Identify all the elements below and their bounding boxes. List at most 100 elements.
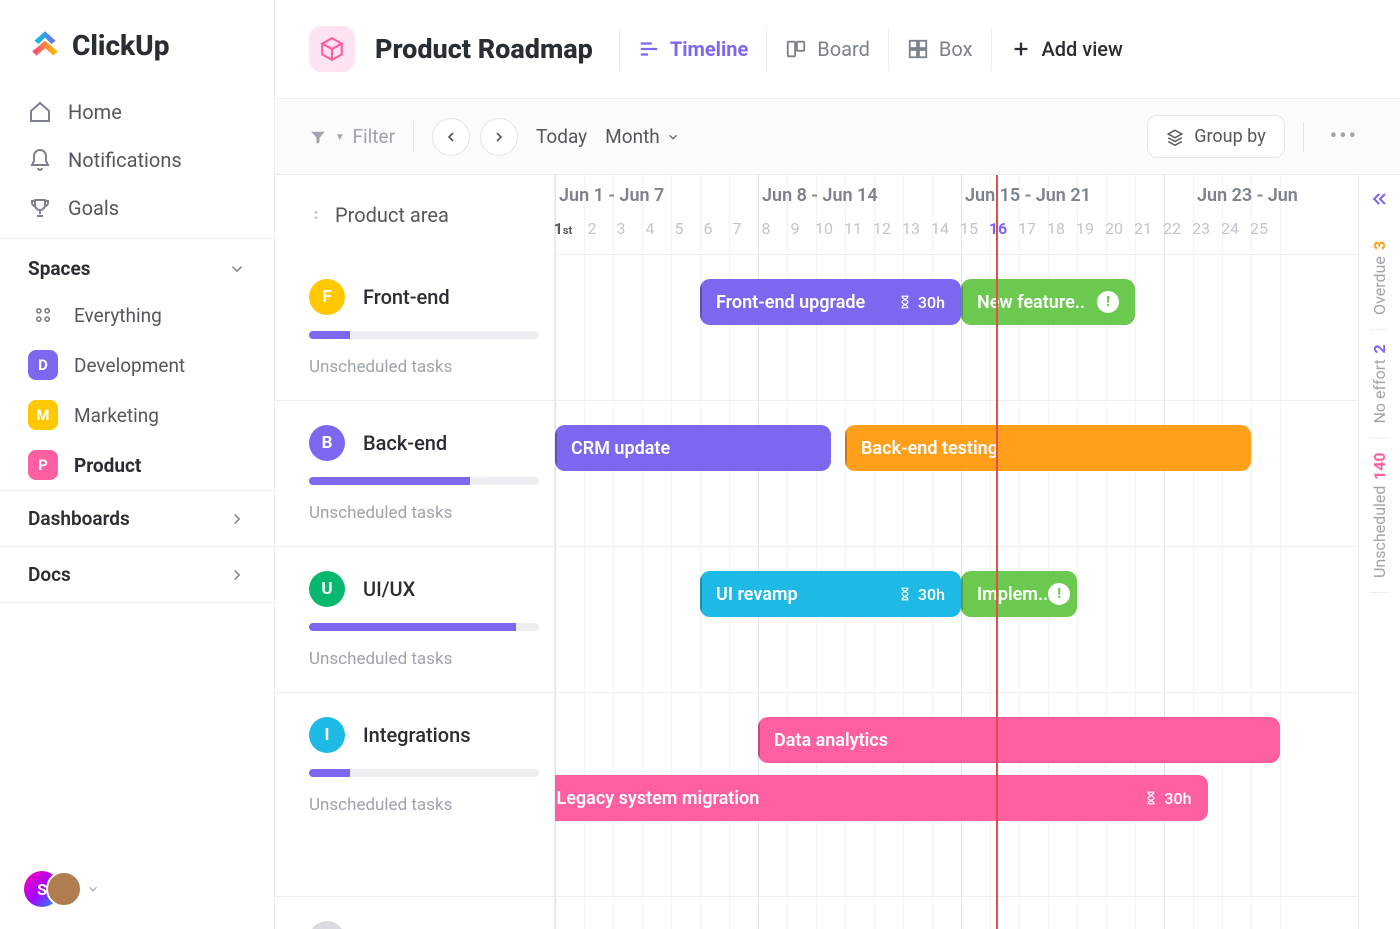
main: Product Roadmap Timeline Board Box Add v… [275, 0, 1400, 929]
chevron-right-icon [228, 510, 246, 528]
page-icon[interactable] [309, 26, 355, 72]
rail-item-overdue[interactable]: Overdue 3 [1370, 227, 1389, 330]
space-label: Development [74, 354, 185, 377]
day-number: 25 [1245, 219, 1273, 238]
everything-label: Everything [74, 304, 162, 327]
more-button[interactable]: ••• [1322, 124, 1366, 149]
separator [1303, 122, 1304, 152]
group-by-button[interactable]: Group by [1147, 115, 1284, 158]
docs-label: Docs [28, 563, 71, 586]
task-bar[interactable]: Legacy system migration30h [541, 775, 1208, 821]
row-badge: I [309, 717, 345, 753]
rail-count: 2 [1370, 344, 1389, 353]
range-label: Month [605, 125, 660, 148]
sidebar-space-product[interactable]: PProduct [0, 440, 274, 490]
sort-icon [309, 208, 323, 222]
home-icon [28, 100, 52, 124]
filter-button[interactable]: ▾Filter [309, 125, 395, 148]
space-label: Marketing [74, 404, 159, 427]
hourglass-icon [898, 295, 912, 309]
unscheduled-link[interactable]: Unscheduled tasks [309, 649, 554, 669]
task-bar[interactable]: Back-end testing [845, 425, 1251, 471]
today-button[interactable]: Today [536, 125, 587, 148]
task-bar[interactable]: UI revamp30h [700, 571, 961, 617]
range-dropdown[interactable]: Month [605, 125, 680, 148]
nav-primary: Home Notifications Goals [0, 82, 274, 239]
row-badge: B [309, 425, 345, 461]
view-box[interactable]: Box [888, 27, 991, 71]
unscheduled-link[interactable]: Unscheduled tasks [309, 503, 554, 523]
user-menu[interactable]: S [0, 849, 274, 929]
row-badge: U [309, 571, 345, 607]
sidebar-dashboards[interactable]: Dashboards [0, 490, 274, 547]
rail-count: 3 [1370, 241, 1389, 250]
task-label: Back-end testing [861, 438, 998, 459]
view-board[interactable]: Board [766, 27, 888, 71]
task-label: CRM update [571, 438, 670, 459]
row-left: BBack-endUnscheduled tasks [275, 401, 555, 546]
rail-item-no-effort[interactable]: No effort 2 [1370, 330, 1389, 438]
task-bar[interactable]: Front-end upgrade30h [700, 279, 961, 325]
add-view[interactable]: Add view [991, 27, 1141, 71]
sidebar-docs[interactable]: Docs [0, 547, 274, 603]
rail-label: No effort [1370, 359, 1389, 423]
nav-notifications[interactable]: Notifications [0, 136, 274, 184]
cube-icon [319, 36, 345, 62]
view-timeline[interactable]: Timeline [619, 27, 766, 71]
row-left: FFront-endUnscheduled tasks [275, 255, 555, 400]
row-canvas[interactable] [555, 921, 1358, 929]
task-label: Data analytics [774, 730, 888, 751]
task-label: Front-end upgrade [716, 292, 865, 313]
prev-button[interactable] [432, 118, 470, 156]
space-badge: D [28, 350, 58, 380]
collapse-rail-button[interactable] [1370, 189, 1390, 209]
row-canvas[interactable]: Front-end upgrade30hNew feature..! [555, 279, 1358, 339]
progress-bar [309, 477, 539, 485]
day-number: 22 [1158, 219, 1186, 238]
row-canvas[interactable]: CRM update Back-end testing [555, 425, 1358, 485]
bell-icon [28, 148, 52, 172]
day-number: 19 [1071, 219, 1099, 238]
nav-goals[interactable]: Goals [0, 184, 274, 232]
sidebar-space-marketing[interactable]: M Marketing [0, 390, 274, 440]
add-view-label: Add view [1042, 37, 1123, 61]
day-number: 13 [897, 219, 925, 238]
day-number: 20 [1100, 219, 1128, 238]
sidebar-space-development[interactable]: D Development [0, 340, 274, 390]
spaces-header[interactable]: Spaces [0, 239, 274, 290]
brand[interactable]: ClickUp [0, 0, 274, 82]
left-column-header[interactable]: Product area [275, 175, 555, 255]
topbar: Product Roadmap Timeline Board Box Add v… [275, 0, 1400, 98]
row-canvas[interactable]: Data analyticsLegacy system migration30h [555, 717, 1358, 835]
nav-home[interactable]: Home [0, 88, 274, 136]
task-bar[interactable]: Implem..! [961, 571, 1077, 617]
unscheduled-link[interactable]: Unscheduled tasks [309, 357, 554, 377]
chevron-right-icon [491, 129, 507, 145]
row-canvas[interactable]: UI revamp30hImplem..! [555, 571, 1358, 631]
week-label: Jun 1 - Jun 7 [559, 185, 664, 206]
task-bar[interactable]: CRM update [555, 425, 831, 471]
task-hours: 30h [898, 585, 945, 604]
sidebar-everything[interactable]: Everything [0, 290, 274, 340]
timeline: Product area Jun 1 - Jun 7Jun 8 - Jun 14… [275, 175, 1400, 929]
logo-icon [28, 28, 62, 62]
space-badge: M [28, 400, 58, 430]
row-left: Unasigned [275, 897, 555, 929]
task-bar[interactable]: New feature..! [961, 279, 1135, 325]
day-number: 10 [810, 219, 838, 238]
day-number: 18 [1042, 219, 1070, 238]
brand-name: ClickUp [72, 29, 169, 62]
day-number: 21 [1129, 219, 1157, 238]
chevrons-left-icon [1370, 189, 1390, 209]
row-left: IIntegrationsUnscheduled tasks [275, 693, 555, 896]
unscheduled-link[interactable]: Unscheduled tasks [309, 795, 554, 815]
task-bar[interactable]: Data analytics [758, 717, 1280, 763]
day-number: 5 [665, 219, 693, 238]
row-name: UI/UX [363, 577, 415, 601]
nav-notifications-label: Notifications [68, 148, 182, 172]
chevron-down-icon [666, 130, 680, 144]
day-number: 11 [839, 219, 867, 238]
next-button[interactable] [480, 118, 518, 156]
rail-item-unscheduled[interactable]: Unscheduled 140 [1370, 438, 1389, 593]
task-label: Legacy system migration [557, 788, 760, 809]
